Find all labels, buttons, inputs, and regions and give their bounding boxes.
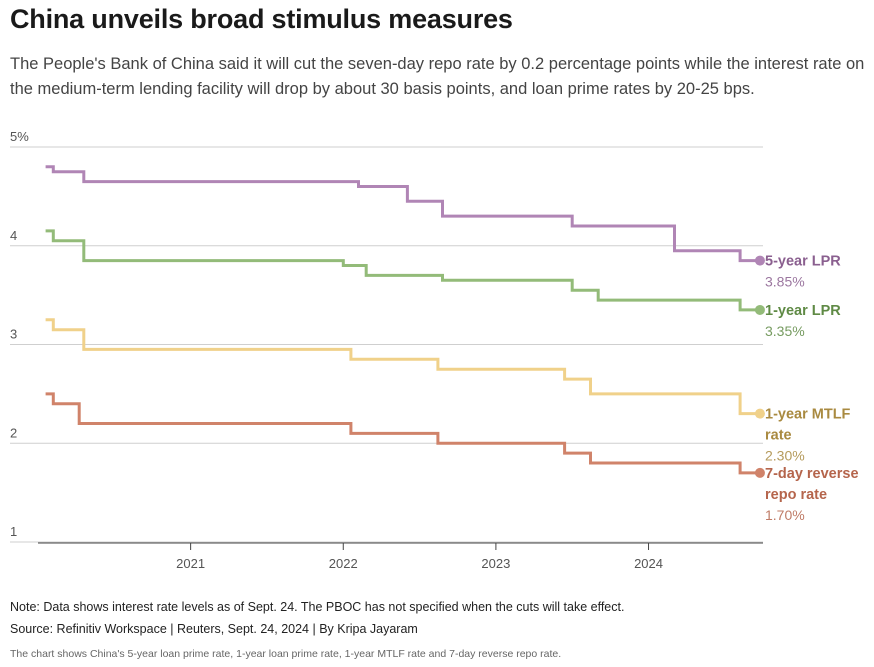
- series-line: [45, 392, 760, 475]
- x-tick-label: 2024: [634, 556, 663, 571]
- gridlines: [10, 146, 763, 544]
- x-tick-label: 2023: [481, 556, 510, 571]
- series-lines: [45, 165, 765, 478]
- x-tick-label: 2021: [176, 556, 205, 571]
- x-axis-ticks: 2021 2022 2023 2024: [176, 543, 663, 571]
- chart-subtitle: The People's Bank of China said it will …: [10, 55, 865, 98]
- series-end-dot: [754, 255, 765, 266]
- y-tick-label: 3: [10, 327, 17, 342]
- series-labels: 5-year LPR 3.85% 1-year LPR 3.35% 1-year MTL…: [765, 254, 859, 523]
- series-end-dot: [754, 408, 765, 419]
- chart-description: The chart shows China's 5-year loan prim…: [10, 648, 562, 660]
- y-tick-label: 4: [10, 228, 17, 243]
- y-tick-label: 2: [10, 425, 17, 440]
- series-label: 7-day reverse: [765, 466, 859, 482]
- series-line: [45, 229, 760, 312]
- series-label: 1-year LPR: [765, 303, 841, 319]
- series-end-value: 3.85%: [765, 274, 805, 290]
- series-label: rate: [765, 428, 792, 444]
- series-end-dot: [754, 467, 765, 478]
- rate-chart: 5% 4 3 2 1 2021 2022 2023 2024 5-year LPR 3.85% 1…: [10, 129, 859, 571]
- chart-source: Source: Refinitiv Workspace | Reuters, S…: [10, 622, 418, 636]
- series-label: 1-year MTLF: [765, 407, 851, 423]
- series-line: [45, 318, 760, 416]
- series-end-value: 3.35%: [765, 323, 805, 339]
- chart-title: China unveils broad stimulus measures: [10, 4, 513, 34]
- y-tick-label: 1: [10, 524, 17, 539]
- series-label: repo rate: [765, 487, 827, 503]
- series-end-value: 2.30%: [765, 448, 805, 464]
- y-tick-label: 5%: [10, 129, 29, 144]
- series-line: [45, 165, 760, 263]
- x-tick-label: 2022: [329, 556, 358, 571]
- y-axis-ticks: 5% 4 3 2 1: [10, 129, 29, 539]
- series-end-value: 1.70%: [765, 507, 805, 523]
- series-end-dot: [754, 304, 765, 315]
- series-label: 5-year LPR: [765, 254, 841, 270]
- chart-note: Note: Data shows interest rate levels as…: [10, 600, 625, 614]
